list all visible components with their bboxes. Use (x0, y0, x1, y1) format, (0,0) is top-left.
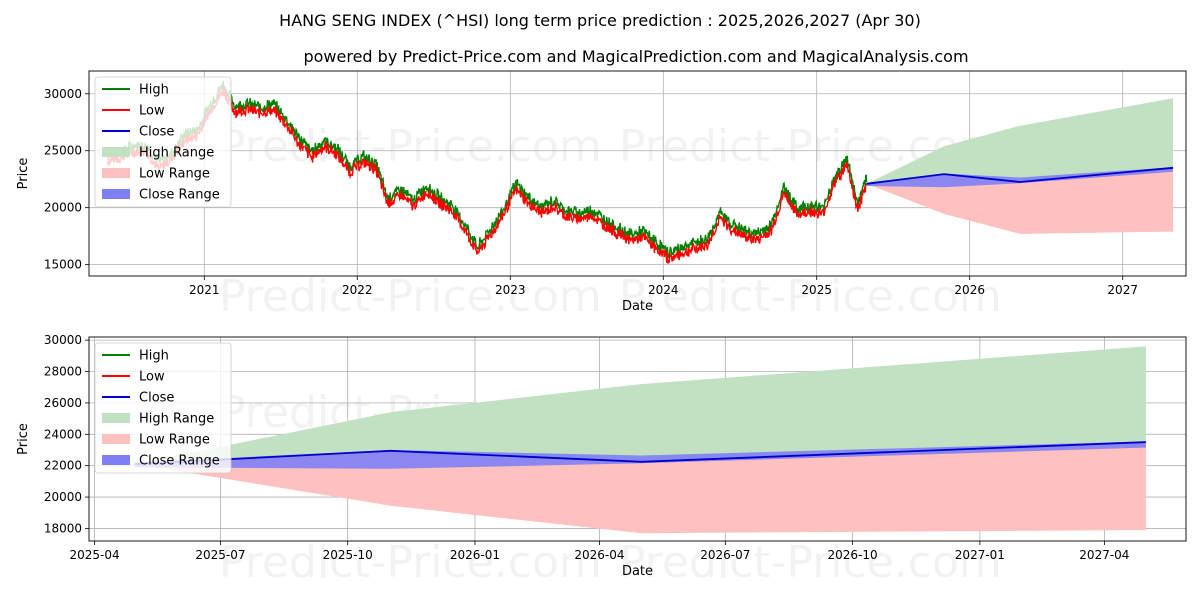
legend-swatch (102, 413, 130, 423)
plot-area (134, 346, 1146, 534)
bottom-panel: Predict-Price.comPredict-Price.comPredic… (16, 333, 1187, 588)
watermark: Predict-Price.com (219, 121, 602, 172)
x-tick-label: 2024 (648, 283, 679, 297)
x-axis-label: Date (622, 299, 653, 314)
legend: High Low Close High Range Low Range Close Ran… (94, 342, 232, 474)
watermark: Predict-Price.com (219, 537, 602, 588)
x-tick-label: 2025-04 (69, 548, 119, 562)
y-tick-label: 20000 (44, 490, 82, 504)
y-tick-label: 22000 (44, 459, 82, 473)
watermark: Predict-Price.com (219, 271, 602, 322)
legend-label: Low Range (139, 167, 210, 182)
x-tick-label: 2026-04 (574, 548, 624, 562)
y-tick-label: 28000 (44, 365, 82, 379)
y-tick-label: 15000 (44, 258, 82, 272)
legend-label: Low (139, 104, 165, 119)
watermark: Predict-Price.com (619, 537, 1002, 588)
legend-label: Close (139, 125, 174, 140)
axes-frame (88, 336, 1187, 542)
y-tick-label: 30000 (44, 333, 82, 347)
legend-label: High Range (139, 412, 214, 427)
range-band-close-range (134, 441, 1146, 469)
legend: High Low Close High Range Low Range Close Ran… (94, 76, 232, 208)
x-tick-label: 2025 (801, 283, 832, 297)
close-prediction-line (134, 441, 1146, 465)
legend-label: Low (139, 370, 165, 385)
y-tick-label: 26000 (44, 396, 82, 410)
x-axis-label: Date (622, 564, 653, 579)
y-tick-label: 25000 (44, 144, 82, 158)
legend-swatch (102, 455, 130, 465)
top-panel: Predict-Price.com Predict-Price.com Predic… (16, 70, 1187, 322)
legend-swatch (102, 189, 130, 199)
y-axis-label: Price (16, 423, 31, 455)
legend-swatch (102, 147, 130, 157)
legend-swatch (102, 168, 130, 178)
legend-label: Close Range (139, 454, 220, 469)
x-tick-label: 2026-10 (828, 548, 878, 562)
legend-label: Low Range (139, 433, 210, 448)
range-band-high-range (866, 98, 1173, 184)
legend-swatch (102, 434, 130, 444)
low-history-line (106, 87, 868, 264)
y-tick-label: 18000 (44, 521, 82, 535)
x-tick-label: 2025-07 (195, 548, 245, 562)
legend-label: Close (139, 391, 174, 406)
y-tick-label: 24000 (44, 427, 82, 441)
x-tick-label: 2026-01 (450, 548, 500, 562)
watermark: Predict-Price.com (619, 271, 1002, 322)
legend-label: Close Range (139, 188, 220, 203)
close-prediction-line (866, 166, 1174, 185)
x-tick-label: 2027-01 (955, 548, 1005, 562)
x-tick-label: 2026-07 (700, 548, 750, 562)
x-tick-label: 2027-04 (1079, 548, 1129, 562)
axes-frame (88, 70, 1187, 277)
legend-label: High (139, 83, 169, 98)
x-tick-label: 2025-10 (323, 548, 373, 562)
range-band-close-range (866, 167, 1173, 188)
x-tick-label: 2023 (495, 283, 526, 297)
chart-title: HANG SENG INDEX (^HSI) long term price p… (279, 11, 921, 30)
plot-area (106, 80, 1174, 264)
chart-subtitle: powered by Predict-Price.com and Magical… (303, 47, 968, 66)
y-axis-label: Price (16, 158, 31, 190)
x-tick-label: 2021 (189, 283, 220, 297)
y-tick-label: 20000 (44, 201, 82, 215)
y-tick-label: 30000 (44, 87, 82, 101)
x-tick-label: 2022 (342, 283, 373, 297)
legend-label: High Range (139, 146, 214, 161)
legend-label: High (139, 349, 169, 364)
x-tick-label: 2026 (954, 283, 985, 297)
range-band-high-range (134, 346, 1146, 465)
x-tick-label: 2027 (1107, 283, 1138, 297)
